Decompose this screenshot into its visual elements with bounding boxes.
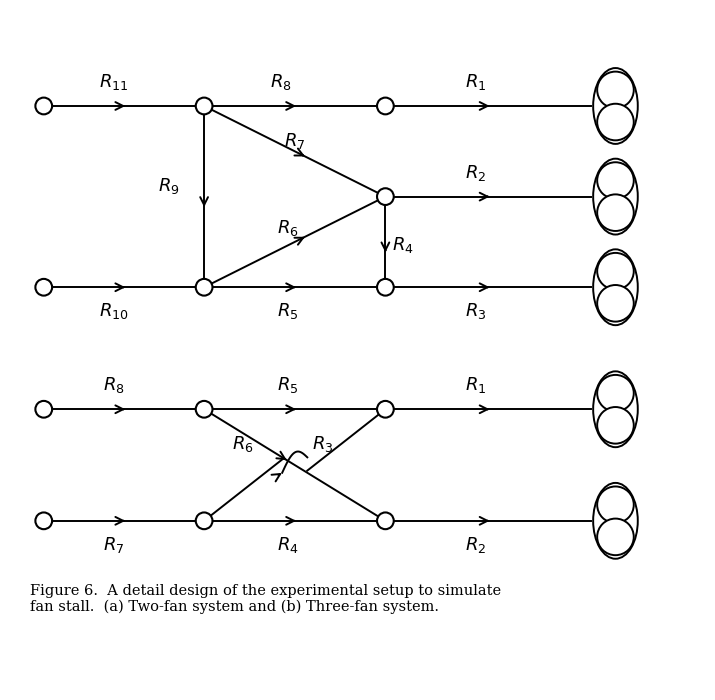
Circle shape — [35, 512, 52, 529]
Text: $R_{3}$: $R_{3}$ — [465, 301, 487, 321]
Circle shape — [597, 162, 633, 199]
Text: $R_{8}$: $R_{8}$ — [103, 375, 124, 396]
Circle shape — [196, 512, 212, 529]
Text: $R_{6}$: $R_{6}$ — [277, 218, 299, 238]
Circle shape — [377, 188, 394, 205]
Ellipse shape — [593, 159, 638, 234]
Circle shape — [35, 279, 52, 295]
Ellipse shape — [593, 249, 638, 326]
Text: $R_{6}$: $R_{6}$ — [232, 434, 254, 454]
Circle shape — [196, 279, 212, 295]
Circle shape — [597, 104, 633, 140]
Text: Figure 6.  A detail design of the experimental setup to simulate
fan stall.  (a): Figure 6. A detail design of the experim… — [30, 584, 501, 614]
Circle shape — [196, 97, 212, 114]
Circle shape — [377, 401, 394, 418]
Ellipse shape — [593, 68, 638, 144]
Circle shape — [377, 97, 394, 114]
Circle shape — [377, 512, 394, 529]
Circle shape — [597, 519, 633, 555]
Ellipse shape — [593, 483, 638, 559]
Text: $R_{7}$: $R_{7}$ — [103, 535, 124, 555]
Circle shape — [597, 375, 633, 412]
Text: $R_{1}$: $R_{1}$ — [465, 375, 487, 396]
Text: $R_{2}$: $R_{2}$ — [465, 535, 487, 555]
Text: $R_{7}$: $R_{7}$ — [285, 131, 306, 150]
Text: $R_{2}$: $R_{2}$ — [465, 162, 487, 183]
Circle shape — [35, 401, 52, 418]
Text: $R_{1}$: $R_{1}$ — [465, 72, 487, 92]
Circle shape — [597, 486, 633, 523]
Circle shape — [597, 253, 633, 290]
Circle shape — [377, 279, 394, 295]
Text: $R_{5}$: $R_{5}$ — [277, 301, 298, 321]
Ellipse shape — [593, 371, 638, 447]
Circle shape — [597, 195, 633, 231]
Circle shape — [35, 97, 52, 114]
Text: $R_{5}$: $R_{5}$ — [277, 375, 298, 396]
Circle shape — [196, 401, 212, 418]
Text: $R_{4}$: $R_{4}$ — [277, 535, 299, 555]
Text: $R_{11}$: $R_{11}$ — [99, 72, 128, 92]
Text: $R_{10}$: $R_{10}$ — [99, 301, 128, 321]
Circle shape — [597, 285, 633, 321]
Text: $R_{4}$: $R_{4}$ — [393, 235, 414, 256]
Circle shape — [597, 71, 633, 108]
Text: $R_{9}$: $R_{9}$ — [159, 176, 180, 196]
Text: $R_{8}$: $R_{8}$ — [270, 72, 292, 92]
Text: $R_{3}$: $R_{3}$ — [312, 434, 334, 454]
Circle shape — [597, 407, 633, 444]
